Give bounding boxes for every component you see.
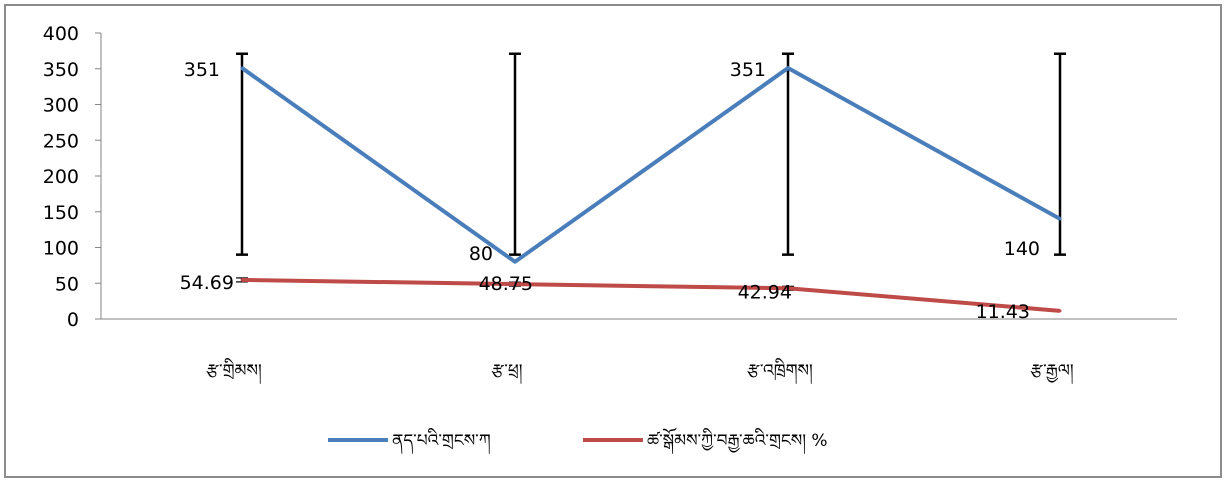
category-label: རྩ་ཕྲ། [492, 361, 523, 385]
data-label-series-2: 11.43 [976, 301, 1030, 323]
data-point [513, 260, 517, 264]
data-label-series-1: 140 [1004, 238, 1040, 260]
legend-label-2: ཚ་སྒོམས་ཀྱི་བརྒྱ་ཆའི་གྲངས། % [647, 427, 828, 455]
y-tick-label: 100 [43, 238, 79, 260]
error-bars [236, 52, 1066, 291]
series-lines [240, 66, 1062, 313]
y-tick-label: 250 [43, 130, 79, 152]
axes [95, 32, 1177, 320]
data-point [513, 282, 517, 286]
data-point [1058, 217, 1062, 221]
y-tick-label: 300 [43, 95, 79, 117]
legend: ནད་པའི་གྲངས་ཀ ཚ་སྒོམས་ཀྱི་བརྒྱ་ཆའི་གྲངས། … [328, 427, 828, 455]
y-tick-label: 150 [43, 202, 79, 224]
data-label-series-1: 80 [469, 243, 493, 265]
series-line-1 [240, 66, 1061, 264]
data-point [786, 286, 790, 290]
chart-frame [4, 4, 1222, 478]
data-label-series-1: 351 [730, 59, 766, 81]
data-point [240, 278, 244, 282]
legend-label-1: ནད་པའི་གྲངས་ཀ [392, 428, 491, 455]
y-tick-labels: 0 50 100 150 200 250 300 350 400 [43, 23, 79, 331]
y-tick-label: 400 [43, 23, 79, 45]
category-label: རྩ་འཁྲིགས། [747, 358, 813, 385]
y-tick-label: 50 [55, 273, 79, 295]
category-labels: རྩ་གྲིམས། རྩ་ཕྲ། རྩ་འཁྲིགས། རྩ་རྒྱལ། [206, 358, 1074, 385]
data-point [1058, 309, 1062, 313]
series-line-2 [241, 277, 1061, 313]
data-labels: 351 80 351 140 54.69 48.75 42.94 11.43 [180, 59, 1040, 323]
category-label: རྩ་རྒྱལ། [1030, 361, 1073, 385]
y-tick-label: 0 [67, 309, 79, 331]
data-point [240, 66, 244, 70]
y-tick-label: 200 [43, 166, 79, 188]
data-point [786, 66, 790, 70]
category-label: རྩ་གྲིམས། [206, 358, 262, 385]
y-tick-label: 350 [43, 59, 79, 81]
data-label-series-2: 48.75 [479, 273, 533, 295]
data-label-series-1: 351 [184, 59, 220, 81]
data-label-series-2: 42.94 [738, 281, 792, 303]
data-label-series-2: 54.69 [180, 272, 234, 294]
